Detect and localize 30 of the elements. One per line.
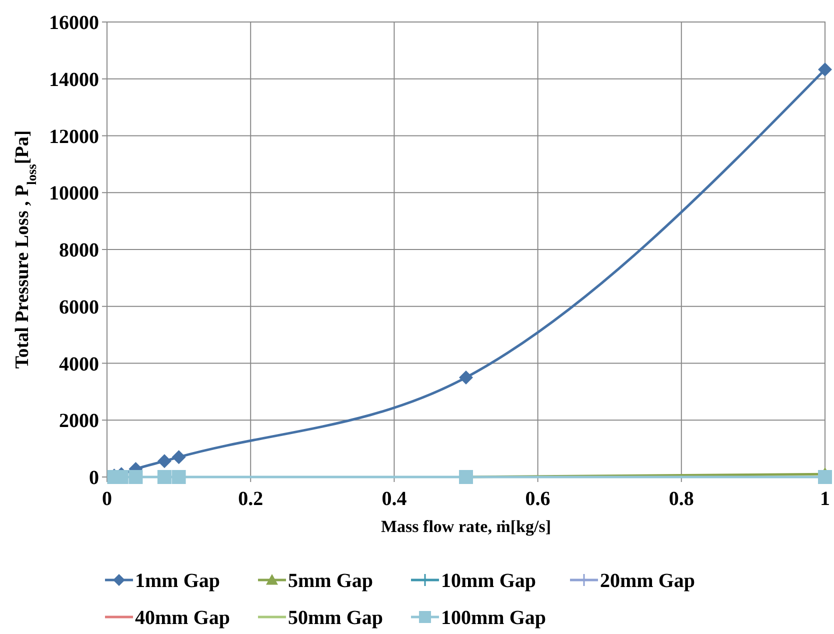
x-tick-label: 0.4 (382, 488, 407, 510)
y-tick-label: 0 (89, 467, 99, 489)
x-tick-label: 0.8 (668, 488, 694, 510)
point (459, 370, 473, 384)
x-tick-label: 0.6 (525, 488, 550, 510)
y-tick-label: 16000 (49, 12, 99, 34)
x-axis-title: Mass flow rate, ṁ[kg/s] (381, 517, 551, 536)
point (818, 62, 832, 76)
point (128, 470, 143, 484)
legend-label: 10mm Gap (441, 570, 536, 592)
point (172, 470, 186, 484)
point (157, 470, 172, 484)
y-tick-label: 4000 (59, 353, 99, 376)
x-tick-label: 0.2 (238, 488, 264, 510)
y-tick-label: 2000 (59, 410, 99, 432)
y-tick-label: 6000 (59, 296, 99, 318)
y-tick-label: 10000 (49, 182, 99, 205)
point (172, 450, 186, 464)
y-tick-label: 12000 (49, 126, 99, 148)
y-tick-label: 8000 (59, 240, 99, 262)
point (157, 454, 172, 468)
y-tick-label: 14000 (49, 68, 99, 91)
point (818, 470, 832, 484)
legend-label: 5mm Gap (288, 570, 373, 592)
legend-label: 50mm Gap (288, 607, 383, 629)
legend-label: 1mm Gap (135, 570, 220, 592)
legend-label: 40mm Gap (135, 607, 230, 629)
x-tick-label: 1 (820, 488, 830, 510)
legend-label: 20mm Gap (600, 570, 695, 592)
legend-label: 100mm Gap (441, 607, 546, 629)
